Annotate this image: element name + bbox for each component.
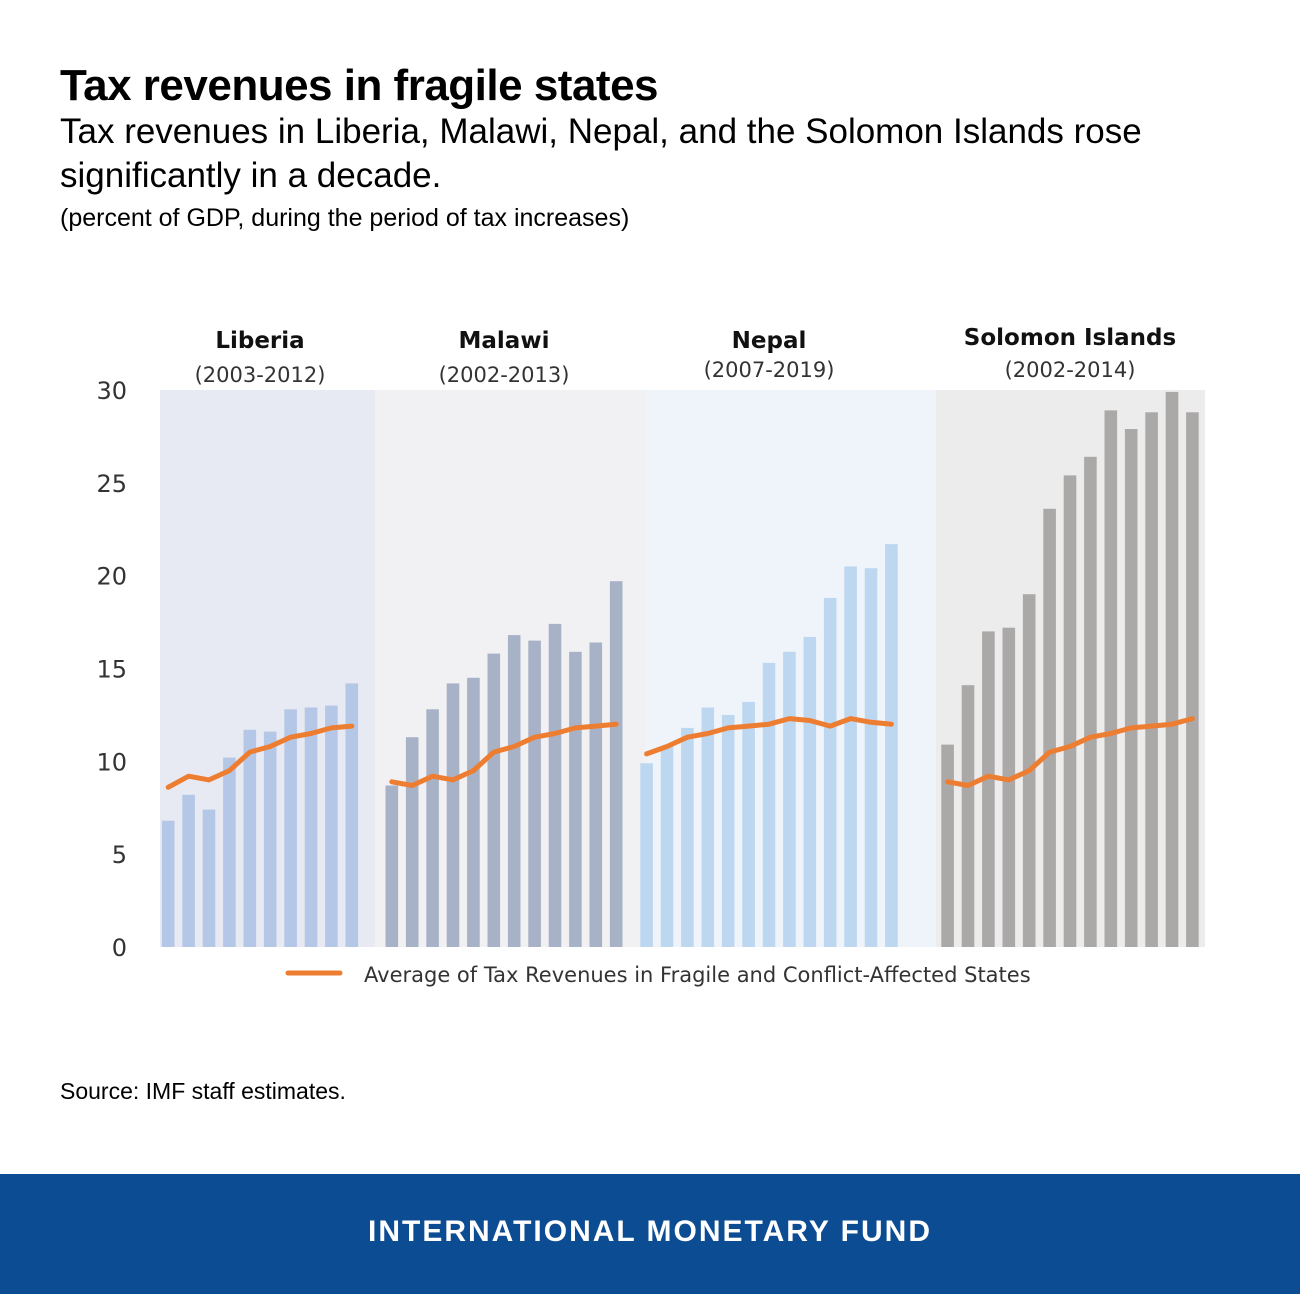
- average-lines: [165, 716, 1195, 790]
- panel-title-nepal: Nepal: [732, 328, 807, 354]
- bar-liberia-0: [161, 820, 175, 947]
- bar-nepal-0: [640, 763, 653, 947]
- y-tick-label-5: 5: [112, 841, 127, 869]
- bar-nepal-11: [864, 568, 878, 947]
- chart-area: 0 5 10 15 20 25 30 Liberia (2003-2012) Malawi (20…: [96, 325, 1205, 987]
- y-tick-label-10: 10: [96, 748, 127, 776]
- y-tick-label-20: 20: [96, 563, 127, 591]
- source-note: Source: IMF staff estimates.: [60, 1078, 346, 1104]
- bar-malawi-10: [589, 642, 603, 947]
- bar-solomon-islands-2: [982, 631, 995, 947]
- bar-nepal-9: [823, 597, 837, 947]
- bar-malawi-5: [487, 653, 501, 947]
- panel-title-malawi: Malawi: [459, 328, 550, 354]
- bar-nepal-12: [885, 544, 898, 947]
- y-tick-label-30: 30: [96, 377, 127, 405]
- bar-solomon-islands-5: [1043, 508, 1056, 947]
- y-tick-label-25: 25: [96, 470, 127, 498]
- chart-title: Tax revenues in fragile states: [60, 61, 659, 110]
- footer-banner: INTERNATIONAL MONETARY FUND: [0, 1174, 1300, 1294]
- y-tick-label-15: 15: [96, 656, 127, 684]
- bar-nepal-1: [660, 746, 674, 947]
- bar-liberia-4: [243, 729, 257, 947]
- chart-subtitle: Tax revenues in Liberia, Malawi, Nepal, …: [60, 112, 1142, 195]
- bar-liberia-3: [223, 757, 236, 947]
- panel-labels: Liberia (2003-2012) Malawi (2002-2013) Nepal…: [195, 325, 1177, 387]
- bar-solomon-islands-3: [1002, 627, 1016, 947]
- legend: Average of Tax Revenues in Fragile and C…: [285, 963, 1031, 987]
- bar-solomon-islands-9: [1124, 429, 1138, 947]
- bar-liberia-8: [325, 705, 338, 947]
- bar-liberia-5: [263, 731, 277, 947]
- bar-solomon-islands-10: [1145, 412, 1158, 947]
- bar-solomon-islands-6: [1063, 475, 1077, 947]
- bar-liberia-1: [182, 794, 195, 947]
- bar-malawi-3: [446, 683, 460, 947]
- bar-nepal-7: [783, 651, 796, 947]
- bar-malawi-1: [405, 737, 419, 947]
- bar-malawi-0: [385, 785, 399, 947]
- bar-solomon-islands-12: [1186, 412, 1199, 947]
- panel-title-solomon-islands: Solomon Islands: [964, 325, 1176, 351]
- bar-nepal-2: [681, 727, 694, 947]
- panel-period-nepal: (2007-2019): [704, 358, 835, 382]
- bar-malawi-4: [467, 677, 480, 947]
- panel-title-liberia: Liberia: [215, 328, 304, 354]
- bar-nepal-3: [701, 707, 715, 947]
- legend-label: Average of Tax Revenues in Fragile and C…: [364, 963, 1031, 987]
- chart-units-note: (percent of GDP, during the period of ta…: [60, 204, 630, 232]
- bar-malawi-11: [609, 581, 623, 947]
- average-line-nepal: [644, 716, 894, 757]
- bar-solomon-islands-7: [1084, 456, 1097, 947]
- footer-brand-label: INTERNATIONAL MONETARY FUND: [368, 1215, 932, 1248]
- bar-solomon-islands-11: [1165, 391, 1179, 947]
- bar-nepal-5: [742, 701, 755, 947]
- bar-nepal-6: [762, 662, 776, 947]
- average-line-solomon-islands: [945, 716, 1195, 788]
- average-line-malawi: [389, 721, 619, 788]
- panel-period-liberia: (2003-2012): [195, 363, 326, 387]
- bar-nepal-4: [721, 714, 735, 947]
- bar-solomon-islands-1: [961, 685, 975, 947]
- bar-malawi-8: [548, 623, 562, 947]
- bar-malawi-2: [426, 709, 439, 947]
- bar-liberia-9: [345, 683, 359, 947]
- bar-nepal-10: [844, 566, 857, 947]
- average-line-liberia: [165, 723, 355, 790]
- bar-solomon-islands-0: [941, 744, 954, 947]
- bar-liberia-6: [284, 709, 297, 947]
- bar-marks: [161, 391, 1199, 947]
- panel-period-solomon-islands: (2002-2014): [1005, 358, 1136, 382]
- bar-liberia-2: [202, 809, 216, 947]
- panel-period-malawi: (2002-2013): [439, 363, 570, 387]
- bar-solomon-islands-8: [1104, 410, 1118, 947]
- bar-malawi-6: [507, 635, 521, 947]
- bar-malawi-7: [528, 640, 541, 947]
- y-tick-label-0: 0: [112, 934, 127, 962]
- y-axis-ticks: 0 5 10 15 20 25 30: [96, 377, 127, 962]
- bar-nepal-8: [803, 636, 817, 947]
- bar-malawi-9: [569, 651, 582, 947]
- bar-liberia-7: [304, 707, 318, 947]
